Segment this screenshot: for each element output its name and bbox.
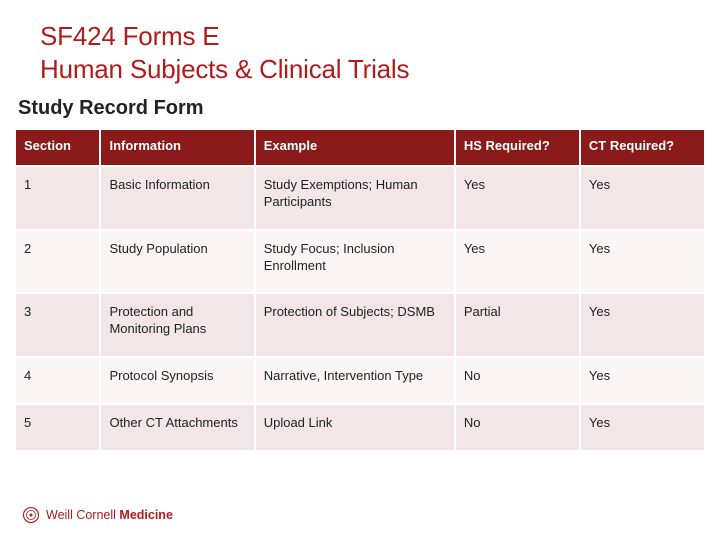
cell-information: Study Population bbox=[100, 230, 254, 294]
cell-hs: No bbox=[455, 357, 580, 404]
col-header-example: Example bbox=[255, 129, 455, 166]
cell-example: Study Exemptions; Human Participants bbox=[255, 166, 455, 230]
cell-information: Protocol Synopsis bbox=[100, 357, 254, 404]
cell-ct: Yes bbox=[580, 230, 705, 294]
title-line-2: Human Subjects & Clinical Trials bbox=[40, 53, 706, 86]
subtitle: Study Record Form bbox=[14, 97, 706, 120]
col-header-ct-required: CT Required? bbox=[580, 129, 705, 166]
footer-logo: Weill Cornell Medicine bbox=[22, 506, 173, 524]
col-header-section: Section bbox=[15, 129, 100, 166]
table-body: 1 Basic Information Study Exemptions; Hu… bbox=[15, 166, 705, 451]
cell-information: Basic Information bbox=[100, 166, 254, 230]
table-header: Section Information Example HS Required?… bbox=[15, 129, 705, 166]
table-row: 3 Protection and Monitoring Plans Protec… bbox=[15, 293, 705, 357]
cell-hs: Partial bbox=[455, 293, 580, 357]
cell-information: Protection and Monitoring Plans bbox=[100, 293, 254, 357]
table-row: 1 Basic Information Study Exemptions; Hu… bbox=[15, 166, 705, 230]
cell-information: Other CT Attachments bbox=[100, 404, 254, 451]
col-header-hs-required: HS Required? bbox=[455, 129, 580, 166]
cell-section: 2 bbox=[15, 230, 100, 294]
cell-ct: Yes bbox=[580, 293, 705, 357]
footer-logo-word1: Weill Cornell bbox=[46, 508, 119, 522]
col-header-information: Information bbox=[100, 129, 254, 166]
cell-section: 4 bbox=[15, 357, 100, 404]
cell-example: Upload Link bbox=[255, 404, 455, 451]
table-row: 4 Protocol Synopsis Narrative, Intervent… bbox=[15, 357, 705, 404]
table-row: 5 Other CT Attachments Upload Link No Ye… bbox=[15, 404, 705, 451]
cell-hs: Yes bbox=[455, 166, 580, 230]
cell-ct: Yes bbox=[580, 404, 705, 451]
cell-example: Protection of Subjects; DSMB bbox=[255, 293, 455, 357]
cell-section: 3 bbox=[15, 293, 100, 357]
slide: SF424 Forms E Human Subjects & Clinical … bbox=[0, 0, 720, 540]
title-block: SF424 Forms E Human Subjects & Clinical … bbox=[14, 18, 706, 85]
cell-section: 5 bbox=[15, 404, 100, 451]
footer-logo-word2: Medicine bbox=[119, 508, 173, 522]
cell-example: Narrative, Intervention Type bbox=[255, 357, 455, 404]
title-line-1: SF424 Forms E bbox=[40, 20, 706, 53]
cell-hs: No bbox=[455, 404, 580, 451]
cell-ct: Yes bbox=[580, 357, 705, 404]
seal-icon bbox=[22, 506, 40, 524]
cell-ct: Yes bbox=[580, 166, 705, 230]
cell-example: Study Focus; Inclusion Enrollment bbox=[255, 230, 455, 294]
cell-hs: Yes bbox=[455, 230, 580, 294]
table-row: 2 Study Population Study Focus; Inclusio… bbox=[15, 230, 705, 294]
study-record-table: Section Information Example HS Required?… bbox=[14, 128, 706, 452]
cell-section: 1 bbox=[15, 166, 100, 230]
footer-logo-text: Weill Cornell Medicine bbox=[46, 508, 173, 522]
